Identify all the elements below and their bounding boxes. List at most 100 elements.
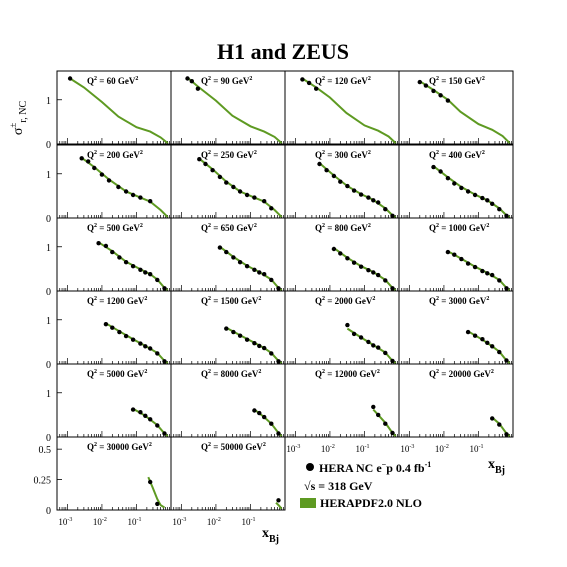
- panel-frame: [398, 363, 514, 438]
- data-point: [143, 413, 148, 418]
- panel-q2-500: Q2 = 500 GeV2 0 1: [46, 217, 172, 298]
- data-point: [99, 172, 105, 177]
- data-point: [148, 417, 153, 422]
- data-point: [143, 270, 148, 275]
- data-point: [490, 416, 495, 421]
- y-tick-label: 0.5: [39, 445, 52, 456]
- panel-q2-800: Q2 = 800 GeV2: [284, 217, 400, 292]
- x-tick-label: 10-3: [286, 444, 300, 454]
- panel-q2-150: Q2 = 150 GeV2: [398, 70, 514, 145]
- panel-label: Q2 = 1500 GeV2: [201, 296, 261, 306]
- data-point: [490, 344, 495, 349]
- data-point: [130, 407, 136, 412]
- data-point: [148, 479, 153, 485]
- panel-q2-3000: Q2 = 3000 GeV2: [398, 290, 514, 365]
- fit-curve: [219, 245, 283, 291]
- data-point: [485, 198, 490, 203]
- data-point: [497, 278, 502, 283]
- data-point: [162, 359, 167, 364]
- data-point: [262, 199, 267, 204]
- data-point: [110, 249, 115, 255]
- data-point: [485, 271, 490, 276]
- data-point: [92, 165, 97, 171]
- data-point: [376, 272, 381, 278]
- data-point: [231, 329, 236, 335]
- data-point: [123, 333, 129, 339]
- panel-q2-5000: Q2 = 5000 GeV2 0 1: [46, 363, 172, 444]
- data-point: [103, 243, 109, 249]
- data-point: [155, 423, 160, 428]
- data-point: [371, 198, 376, 203]
- panel-label: Q2 = 150 GeV2: [429, 76, 485, 86]
- data-point: [465, 329, 471, 335]
- x-tick-label: 10-2: [435, 444, 449, 454]
- data-point: [237, 333, 243, 338]
- panel-q2-12000: Q2 = 12000 GeV2: [284, 363, 400, 438]
- data-point: [358, 335, 364, 340]
- fit-curve: [105, 322, 169, 364]
- data-point: [276, 431, 281, 436]
- data-point: [358, 192, 364, 197]
- data-point: [143, 344, 148, 349]
- data-point: [390, 213, 395, 218]
- panel-q2-200: Q2 = 200 GeV2 0 1: [46, 144, 172, 225]
- data-point: [472, 264, 478, 270]
- data-point: [383, 350, 388, 356]
- y-tick-label: 0: [46, 360, 51, 371]
- panel-label: Q2 = 250 GeV2: [201, 150, 257, 160]
- data-point: [317, 161, 322, 167]
- x-tick-label: 10-3: [58, 517, 72, 527]
- data-point: [351, 188, 357, 193]
- panel-q2-1200: Q2 = 1200 GeV2 0 1: [46, 290, 172, 371]
- x-tick-label: 10-3: [400, 444, 414, 454]
- data-point: [103, 322, 109, 327]
- data-point: [244, 192, 250, 198]
- fit-curve: [186, 76, 283, 144]
- panel-label: Q2 = 20000 GeV2: [429, 369, 494, 379]
- data-point: [390, 430, 395, 436]
- data-point: [79, 156, 84, 161]
- data-point: [345, 256, 350, 261]
- data-point: [338, 179, 343, 184]
- data-point: [465, 261, 471, 266]
- data-point: [324, 168, 329, 173]
- panel-q2-1500: Q2 = 1500 GeV2: [170, 290, 286, 365]
- y-tick-label: 0: [46, 287, 51, 298]
- data-point: [138, 410, 143, 415]
- panel-label: Q2 = 3000 GeV2: [429, 296, 489, 306]
- panel-label: Q2 = 60 GeV2: [87, 76, 138, 86]
- data-point: [504, 432, 509, 437]
- x-tick-label: 10-1: [127, 517, 141, 527]
- data-point: [130, 337, 136, 342]
- data-point: [231, 255, 236, 260]
- y-tick-label: 0: [46, 433, 51, 444]
- data-point: [383, 278, 388, 283]
- data-point: [383, 207, 388, 212]
- panel-label: Q2 = 30000 GeV2: [87, 442, 152, 452]
- panel-q2-120: Q2 = 120 GeV2: [284, 70, 400, 145]
- legend-data-marker: [306, 463, 314, 471]
- y-tick-label: 1: [46, 389, 51, 400]
- panel-label: Q2 = 650 GeV2: [201, 223, 257, 233]
- data-point: [366, 339, 371, 345]
- data-point: [459, 256, 464, 262]
- data-point: [224, 249, 229, 255]
- y-axis-label: σ±r, NC: [8, 101, 29, 136]
- data-point: [504, 358, 509, 363]
- data-point: [252, 195, 257, 200]
- data-point: [480, 195, 485, 201]
- data-point: [197, 157, 202, 162]
- data-point: [480, 337, 485, 342]
- data-point: [244, 337, 250, 342]
- data-point: [269, 277, 274, 283]
- data-point: [237, 189, 243, 194]
- data-point: [371, 270, 376, 275]
- data-point: [123, 260, 129, 265]
- legend: HERA NC e−p 0.4 fb-1 √s = 318 GeV HERAPD…: [300, 460, 431, 510]
- y-tick-label: 1: [46, 316, 51, 327]
- data-point: [438, 169, 443, 174]
- x-tick-label: 10-2: [321, 444, 335, 454]
- data-point: [465, 189, 471, 194]
- data-point: [138, 195, 143, 200]
- data-point: [231, 184, 236, 190]
